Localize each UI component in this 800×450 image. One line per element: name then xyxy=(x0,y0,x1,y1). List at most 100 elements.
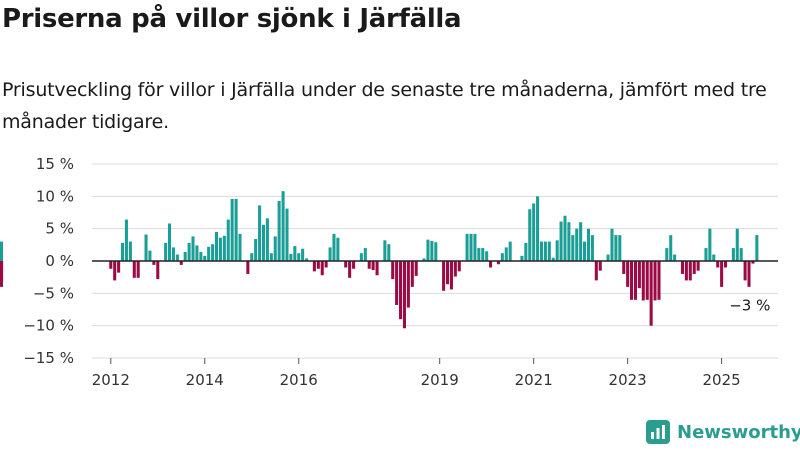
bar xyxy=(332,233,336,261)
bar xyxy=(371,261,375,271)
bar xyxy=(132,261,136,278)
annotation-label: −3 % xyxy=(729,296,770,314)
newsworthy-icon xyxy=(646,420,670,444)
bar xyxy=(500,253,504,261)
bar xyxy=(218,237,222,261)
bar xyxy=(207,246,211,261)
bar xyxy=(653,261,657,301)
x-axis: 2012 2014 2016 2019 2021 2023 2025 xyxy=(92,260,778,389)
y-tick-label: 5 % xyxy=(45,220,74,238)
bar xyxy=(406,261,410,308)
bar xyxy=(528,209,532,261)
bar xyxy=(187,242,191,261)
bar xyxy=(708,228,712,261)
bar xyxy=(305,258,309,261)
x-tick-label: 2025 xyxy=(703,371,741,389)
bar xyxy=(481,248,485,261)
bar xyxy=(630,261,634,300)
bar xyxy=(348,261,352,278)
bar xyxy=(234,198,238,261)
bar xyxy=(618,235,622,261)
bar xyxy=(622,261,626,274)
bar xyxy=(168,223,172,261)
bar xyxy=(402,261,406,329)
bar xyxy=(222,235,226,261)
bar xyxy=(751,261,755,264)
bar xyxy=(473,233,477,261)
bar xyxy=(680,261,684,274)
gridlines xyxy=(92,163,778,359)
bar xyxy=(328,247,332,261)
bar xyxy=(113,261,117,281)
bar xyxy=(269,253,273,261)
bar xyxy=(477,248,481,261)
bar xyxy=(387,244,391,261)
bar xyxy=(195,245,199,261)
bar xyxy=(551,257,555,261)
bar xyxy=(720,261,724,287)
bar xyxy=(598,261,602,271)
bar xyxy=(449,261,453,290)
bar xyxy=(626,261,630,287)
bar xyxy=(496,261,500,265)
bar xyxy=(395,261,399,305)
bar xyxy=(410,261,414,287)
bar xyxy=(637,261,641,289)
bar xyxy=(293,246,297,261)
bar xyxy=(281,191,285,261)
bar xyxy=(359,253,363,261)
bar xyxy=(148,250,152,261)
bar xyxy=(261,224,266,261)
bar xyxy=(367,261,371,269)
y-tick-label: −5 % xyxy=(33,284,74,302)
bar xyxy=(446,261,450,285)
bar xyxy=(363,248,367,261)
bar xyxy=(214,231,219,261)
bar xyxy=(688,261,692,281)
bar xyxy=(136,261,140,278)
bar xyxy=(594,261,598,281)
bar xyxy=(504,247,508,261)
bar xyxy=(124,219,128,261)
bar xyxy=(152,261,156,265)
bar xyxy=(520,255,524,261)
bar xyxy=(731,248,735,261)
y-tick-label: −15 % xyxy=(23,349,74,367)
bar xyxy=(559,221,563,261)
bar xyxy=(238,233,242,261)
bar xyxy=(735,228,739,261)
bar xyxy=(422,258,426,261)
bar xyxy=(469,233,473,261)
x-tick-label: 2012 xyxy=(92,371,130,389)
chart-title: Priserna på villor sjönk i Järfälla xyxy=(2,4,462,34)
bar xyxy=(324,261,328,268)
bar xyxy=(144,234,148,261)
bar xyxy=(230,198,234,261)
bar xyxy=(532,203,536,261)
bar xyxy=(301,248,305,261)
bar xyxy=(575,228,579,261)
bar xyxy=(712,254,716,261)
x-tick-label: 2014 xyxy=(186,371,224,389)
bar xyxy=(414,261,418,276)
bar xyxy=(352,261,356,269)
bar xyxy=(543,241,547,261)
bar xyxy=(536,196,540,261)
bar xyxy=(633,261,638,300)
bar xyxy=(399,261,403,320)
bar xyxy=(117,261,121,273)
bar xyxy=(426,239,430,261)
bar xyxy=(524,242,528,261)
bar xyxy=(610,228,614,261)
bar xyxy=(109,261,113,269)
bar xyxy=(164,242,168,261)
bar xyxy=(673,254,677,261)
bar xyxy=(289,253,293,261)
bar xyxy=(579,222,583,261)
bar xyxy=(485,251,489,261)
bar xyxy=(453,261,457,277)
bar xyxy=(336,237,340,261)
bar xyxy=(179,261,183,265)
bar xyxy=(203,255,207,261)
